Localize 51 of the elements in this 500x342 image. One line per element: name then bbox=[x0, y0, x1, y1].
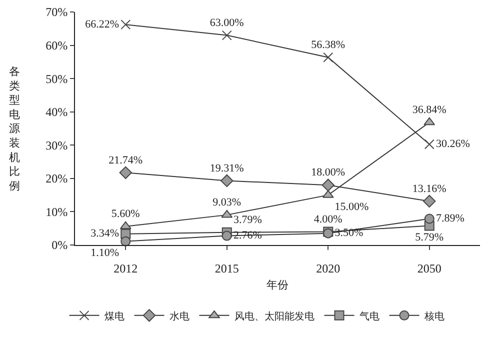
y-tick-label: 20% bbox=[46, 172, 68, 186]
point bbox=[221, 210, 233, 218]
data-label: 1.10% bbox=[90, 247, 120, 260]
y-tick-label: 50% bbox=[46, 72, 68, 86]
text: 各类型电源装机比例 bbox=[9, 65, 20, 192]
point bbox=[322, 178, 334, 192]
y-tick-label: 60% bbox=[46, 38, 68, 52]
point bbox=[424, 139, 434, 150]
data-label: 19.31% bbox=[210, 162, 244, 174]
data-label: 5.79% bbox=[415, 232, 444, 244]
data-label: 13.16% bbox=[412, 182, 446, 195]
point bbox=[220, 174, 234, 188]
data-label: 18.00% bbox=[311, 166, 346, 179]
y-tick-label: 70% bbox=[46, 5, 68, 20]
data-label: 21.74% bbox=[108, 154, 143, 166]
data-label: 3.34% bbox=[90, 228, 120, 240]
data-label: 30.26% bbox=[436, 138, 470, 150]
y-tick-label: 40% bbox=[46, 105, 68, 120]
y-tick-label: 0% bbox=[52, 238, 68, 252]
legend-label: 水电 bbox=[169, 310, 190, 322]
data-label: 7.89% bbox=[436, 212, 464, 224]
data-label: 4.00% bbox=[314, 213, 342, 226]
point bbox=[323, 52, 334, 62]
legend-label: 风电、太阳能发电 bbox=[234, 310, 314, 322]
data-label: 5.60% bbox=[111, 208, 140, 220]
data-label: 9.03% bbox=[212, 196, 242, 209]
legend-label: 气电 bbox=[359, 310, 380, 322]
x-axis-title: 年份 bbox=[266, 278, 288, 292]
data-label: 66.22% bbox=[85, 18, 120, 30]
data-label: 15.00% bbox=[334, 200, 369, 213]
point bbox=[424, 214, 434, 224]
point bbox=[120, 20, 131, 30]
point bbox=[120, 236, 131, 246]
y-tick-label: 10% bbox=[46, 204, 68, 219]
data-label: 36.84% bbox=[412, 104, 446, 116]
point bbox=[120, 221, 132, 230]
x-tick-label: 2020 bbox=[316, 261, 340, 276]
data-label: 3.79% bbox=[234, 214, 262, 226]
x-tick-label: 2012 bbox=[114, 261, 138, 276]
data-label: 56.38% bbox=[311, 38, 346, 51]
point bbox=[423, 194, 436, 208]
y-tick-label: 30% bbox=[46, 138, 68, 152]
data-label: 63.00% bbox=[210, 16, 244, 29]
point bbox=[119, 166, 132, 179]
legend-label: 核电 bbox=[423, 310, 444, 322]
point bbox=[222, 30, 232, 40]
x-tick-label: 2050 bbox=[417, 261, 442, 276]
legend-label: 煤电 bbox=[104, 310, 124, 322]
x-tick-label: 2015 bbox=[214, 261, 239, 276]
point bbox=[424, 117, 436, 126]
point bbox=[222, 230, 232, 241]
